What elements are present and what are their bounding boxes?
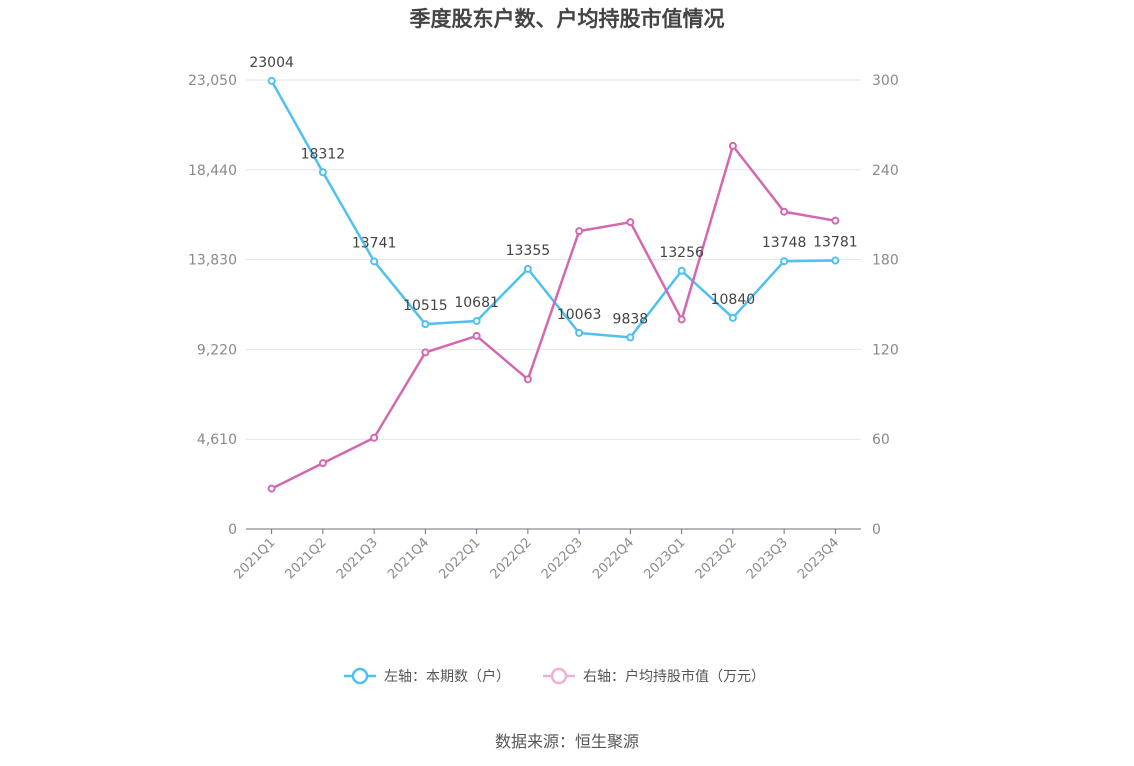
data-label: 13781: [813, 235, 858, 251]
y-left-tick-label: 18,440: [188, 163, 237, 179]
x-tick-label: 2023Q3: [744, 535, 791, 582]
legend: 左轴：本期数（户） 右轴：户均持股市值（万元）: [344, 667, 765, 685]
series-point: [575, 328, 584, 337]
y-right-tick-label: 300: [872, 73, 899, 89]
x-tick-label: 2022Q3: [539, 535, 586, 582]
series-point: [318, 168, 327, 177]
series-point: [728, 141, 737, 150]
y-right-tick-label: 60: [872, 432, 890, 448]
legend-marker: [550, 667, 568, 685]
data-label: 9838: [613, 311, 649, 327]
x-tick-label: 2022Q1: [436, 535, 483, 582]
x-tick-label: 2021Q2: [283, 535, 330, 582]
y-left-tick-label: 0: [228, 522, 237, 538]
series-point: [472, 331, 481, 340]
x-tick-label: 2021Q1: [231, 535, 278, 582]
series-layer: [267, 76, 840, 493]
source-text: 数据来源：恒生聚源: [495, 732, 639, 751]
series-point: [831, 216, 840, 225]
x-tick-label: 2023Q4: [795, 535, 842, 582]
y-left-tick-label: 9,220: [197, 342, 237, 358]
y-right-tick-label: 120: [872, 342, 899, 358]
data-label: 10840: [711, 292, 756, 308]
data-label: 23004: [249, 55, 294, 71]
x-tick-label: 2022Q4: [590, 535, 637, 582]
grid-lines: [246, 79, 861, 440]
y-right-tick-label: 240: [872, 163, 899, 179]
series-point: [267, 484, 276, 493]
x-tick-label: 2021Q3: [334, 535, 381, 582]
y-left-tick-label: 23,050: [188, 73, 237, 89]
x-tick-label: 2022Q2: [488, 535, 535, 582]
data-label: 10681: [454, 295, 499, 311]
series-point: [421, 320, 430, 329]
series-point: [472, 316, 481, 325]
data-label: 13256: [659, 245, 704, 261]
x-tick-label: 2023Q1: [641, 535, 688, 582]
series-point: [780, 207, 789, 216]
x-tick-label: 2023Q2: [693, 535, 740, 582]
data-label: 13748: [762, 235, 807, 251]
y-right-tick-label: 180: [872, 253, 899, 269]
series-point: [267, 76, 276, 85]
data-label: 18312: [301, 146, 346, 162]
chart-title: 季度股东户数、户均持股市值情况: [410, 7, 725, 31]
y-left-tick-label: 13,830: [188, 253, 237, 269]
series-point: [677, 315, 686, 324]
series-point: [421, 348, 430, 357]
series-point: [728, 313, 737, 322]
legend-label: 左轴：本期数（户）: [384, 668, 510, 685]
x-tick-label: 2021Q4: [385, 535, 432, 582]
series-point: [523, 264, 532, 273]
y-right-tick-label: 0: [872, 522, 881, 538]
series-line-1: [270, 80, 836, 339]
series-point: [780, 257, 789, 266]
y-left-tick-label: 4,610: [197, 432, 237, 448]
series-point: [523, 375, 532, 384]
data-label: 10515: [403, 298, 448, 314]
series-point: [677, 266, 686, 275]
series-point: [626, 333, 635, 342]
data-labels: 23004 18312 13741 10515 10681 13355 10063 9838 1…: [249, 55, 857, 327]
axes: 0 4,610 9,220 13,830 18,440 23,050 0 60 120 180 24…: [188, 73, 899, 582]
legend-marker: [351, 667, 369, 685]
data-label: 13355: [506, 243, 551, 259]
data-label: 13741: [352, 235, 397, 251]
series-point: [575, 227, 584, 236]
series-point: [831, 256, 840, 265]
series-point: [318, 459, 327, 468]
series-point: [626, 218, 635, 227]
legend-label: 右轴：户均持股市值（万元）: [583, 668, 765, 685]
series-point: [370, 257, 379, 266]
series-line-2: [271, 144, 836, 490]
series-point: [370, 433, 379, 442]
data-label: 10063: [557, 307, 602, 323]
